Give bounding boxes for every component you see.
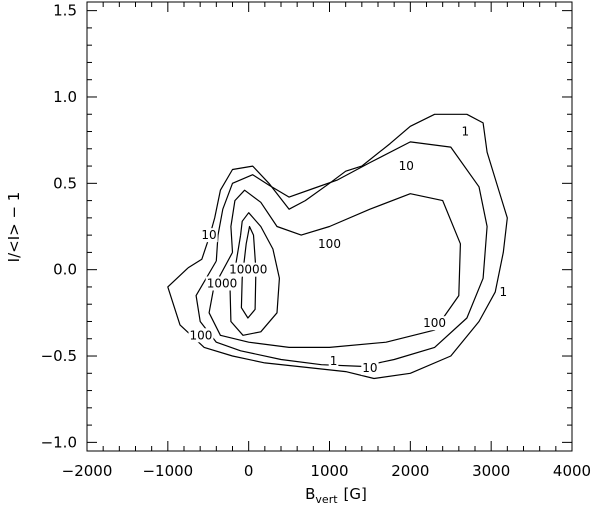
contour-label-background — [317, 236, 342, 251]
contour-label-background — [328, 354, 339, 369]
x-axis-label-subscript: vert — [315, 493, 338, 506]
y-tick-label: −0.5 — [41, 347, 77, 365]
x-tick-label: 1000 — [310, 462, 348, 480]
y-tick-label: −1.0 — [41, 433, 77, 451]
contour-label-100: 100 — [423, 316, 446, 330]
contour-label-10000: 10000 — [229, 263, 267, 277]
axis-ticks — [86, 2, 573, 451]
contour-label-background — [498, 285, 509, 300]
x-tick-label: −2000 — [62, 462, 113, 480]
y-axis-label: I/<I> − 1 — [5, 192, 23, 263]
x-tick-label: 0 — [244, 462, 254, 480]
y-tick-label: 1.0 — [53, 88, 77, 106]
contour-label-1000: 1000 — [207, 276, 238, 290]
contour-label-100: 100 — [190, 328, 213, 342]
contour-label-10: 10 — [362, 361, 377, 375]
contour-label-background — [397, 159, 415, 174]
x-tick-labels: −2000 −1000 0 1000 2000 3000 4000 — [62, 462, 591, 480]
contour-label-10: 10 — [399, 159, 414, 173]
contour-label-background — [188, 328, 214, 343]
contour-line-10 — [195, 141, 488, 367]
x-axis-label-main: B — [305, 485, 315, 503]
y-tick-label: 0.5 — [53, 174, 77, 192]
contour-label-background — [205, 276, 239, 291]
y-tick-label: 1.5 — [53, 2, 77, 20]
x-tick-label: 4000 — [553, 462, 591, 480]
contour-label-background — [361, 361, 379, 376]
x-axis-label-unit: [G] — [344, 485, 367, 503]
contour-label-background — [228, 262, 269, 277]
contour-label-1: 1 — [499, 285, 507, 299]
contour-label-background — [422, 316, 448, 331]
y-tick-labels: −1.0 −0.5 0.0 0.5 1.0 1.5 — [41, 2, 77, 452]
contour-label-1: 1 — [461, 125, 469, 139]
x-tick-label: 2000 — [391, 462, 429, 480]
contour-label-background — [460, 124, 471, 139]
y-tick-label: 0.0 — [53, 261, 77, 279]
contour-label-1: 1 — [330, 354, 338, 368]
contour-line-1 — [167, 113, 508, 380]
x-tick-label: −1000 — [142, 462, 193, 480]
contour-label-background — [200, 228, 218, 243]
contour-line-10000 — [240, 225, 257, 319]
contour-label-100: 100 — [318, 237, 341, 251]
x-tick-label: 3000 — [472, 462, 510, 480]
contour-line-100 — [208, 189, 461, 348]
x-axis-label: Bvert [G] — [305, 485, 367, 506]
contour-label-10: 10 — [201, 228, 216, 242]
